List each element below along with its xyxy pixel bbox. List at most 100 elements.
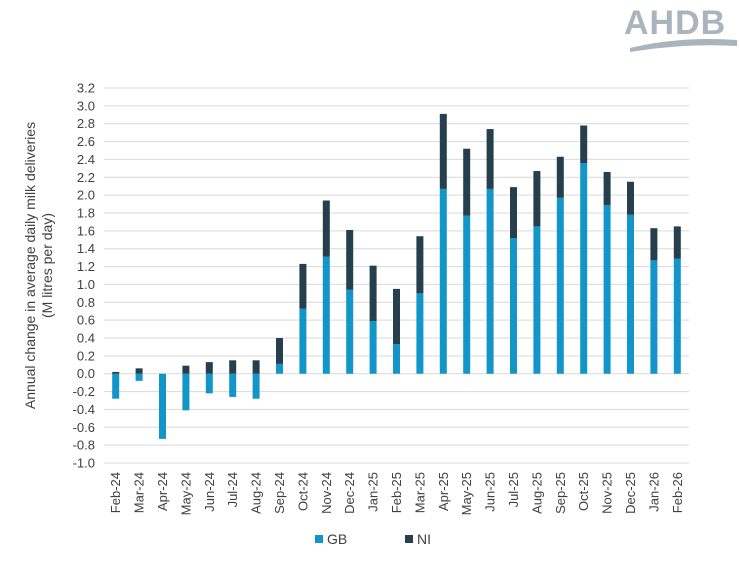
x-tick-label: Nov-25 bbox=[600, 472, 615, 514]
y-tick-label: 0.8 bbox=[77, 295, 95, 310]
bar-gb bbox=[580, 163, 588, 374]
bar-ni bbox=[182, 365, 190, 374]
legend-label-ni: NI bbox=[417, 531, 431, 547]
x-tick-label: Oct-24 bbox=[295, 472, 310, 511]
x-tick-label: Feb-24 bbox=[108, 472, 123, 513]
x-tick-label: Dec-24 bbox=[342, 472, 357, 514]
bar-ni bbox=[205, 362, 213, 374]
x-tick-label: Mar-25 bbox=[412, 472, 427, 513]
x-tick-label: Jan-26 bbox=[646, 472, 661, 512]
y-tick-label: 0.0 bbox=[77, 366, 95, 381]
y-tick-label: 1.8 bbox=[77, 206, 95, 221]
bar-gb bbox=[159, 373, 166, 439]
bar-gb bbox=[299, 308, 307, 374]
y-tick-label: 2.4 bbox=[77, 152, 95, 167]
x-tick-label: Aug-25 bbox=[529, 472, 544, 514]
x-tick-label: Sep-24 bbox=[272, 472, 287, 514]
bar-gb bbox=[533, 226, 541, 374]
legend-swatch-gb bbox=[315, 535, 323, 543]
bar-gb bbox=[439, 188, 447, 374]
x-tick-label: Jul-25 bbox=[506, 472, 521, 507]
bar-ni bbox=[276, 338, 283, 364]
y-tick-label: -0.2 bbox=[73, 384, 95, 399]
bar-ni bbox=[299, 263, 307, 309]
bar-ni bbox=[463, 148, 471, 216]
bar-ni bbox=[533, 171, 541, 227]
logo-swoosh bbox=[630, 39, 737, 52]
bar-gb bbox=[205, 373, 213, 394]
bar-ni bbox=[673, 226, 681, 259]
y-tick-label: 2.2 bbox=[77, 170, 95, 185]
x-tick-label: Dec-25 bbox=[623, 472, 638, 514]
y-tick-label: 3.0 bbox=[77, 98, 95, 113]
x-tick-label: Sep-25 bbox=[553, 472, 568, 514]
bar-gb bbox=[486, 188, 494, 374]
bar-gb bbox=[416, 293, 424, 374]
x-tick-label: Apr-24 bbox=[155, 472, 170, 511]
bar-ni bbox=[252, 360, 260, 374]
bar-gb bbox=[322, 256, 330, 374]
bar-ni bbox=[135, 368, 143, 374]
y-tick-label: 3.2 bbox=[77, 81, 95, 96]
y-tick-label: -0.6 bbox=[73, 420, 95, 435]
bar-ni bbox=[416, 236, 424, 294]
x-tick-label: Feb-26 bbox=[670, 472, 685, 513]
bar-gb bbox=[556, 197, 564, 374]
legend-swatch-ni bbox=[405, 535, 413, 543]
bar-ni bbox=[510, 187, 517, 238]
x-tick-label: Oct-25 bbox=[576, 472, 591, 511]
bar-gb bbox=[673, 258, 681, 374]
bar-ni bbox=[369, 265, 377, 322]
x-tick-label: Jun-24 bbox=[202, 472, 217, 512]
y-tick-label: -0.4 bbox=[73, 402, 95, 417]
bar-gb bbox=[182, 373, 190, 411]
bar-gb bbox=[510, 238, 517, 374]
y-tick-label: -0.8 bbox=[73, 438, 95, 453]
y-tick-label: 1.2 bbox=[77, 259, 95, 274]
x-tick-label: Mar-24 bbox=[132, 472, 147, 513]
y-tick-label: -1.0 bbox=[73, 456, 95, 471]
y-tick-label: 2.8 bbox=[77, 116, 95, 131]
logo-text: AHDB bbox=[624, 4, 726, 42]
x-tick-label: Apr-25 bbox=[436, 472, 451, 511]
y-tick-label: 2.6 bbox=[77, 134, 95, 149]
x-tick-label: Jul-24 bbox=[225, 472, 240, 507]
legend-label-gb: GB bbox=[327, 531, 347, 547]
bar-ni bbox=[322, 200, 330, 257]
bar-gb bbox=[369, 321, 377, 374]
x-tick-label: Jan-25 bbox=[366, 472, 381, 512]
bar-ni bbox=[650, 228, 658, 261]
bar-gb bbox=[252, 373, 260, 399]
bar-ni bbox=[393, 288, 400, 345]
bar-ni bbox=[556, 156, 564, 198]
y-tick-label: 1.4 bbox=[77, 241, 95, 256]
x-tick-label: Nov-24 bbox=[319, 472, 334, 514]
x-tick-label: Aug-24 bbox=[249, 472, 264, 514]
bar-ni bbox=[439, 113, 447, 189]
x-tick-label: May-24 bbox=[178, 472, 193, 515]
bar-gb bbox=[603, 204, 611, 374]
bar-ni bbox=[112, 371, 120, 374]
bar-ni bbox=[346, 229, 354, 290]
x-tick-label: Jun-25 bbox=[483, 472, 498, 512]
bar-gb bbox=[112, 373, 120, 399]
x-tick-label: Feb-25 bbox=[389, 472, 404, 513]
ahdb-logo: AHDB bbox=[624, 4, 737, 52]
bar-gb bbox=[276, 363, 283, 374]
y-tick-label: 2.0 bbox=[77, 188, 95, 203]
bar-gb bbox=[393, 344, 400, 374]
y-tick-label: 1.6 bbox=[77, 223, 95, 238]
bar-ni bbox=[486, 129, 494, 189]
y-tick-label: 0.2 bbox=[77, 348, 95, 363]
y-tick-label: 0.4 bbox=[77, 331, 95, 346]
y-tick-label: 1.0 bbox=[77, 277, 95, 292]
bar-gb bbox=[229, 373, 237, 397]
x-tick-label: May-25 bbox=[459, 472, 474, 515]
bar-gb bbox=[463, 215, 471, 374]
bar-gb bbox=[650, 260, 658, 374]
bar-ni bbox=[580, 125, 588, 163]
bar-ni bbox=[627, 181, 634, 215]
bar-ni bbox=[229, 360, 237, 374]
bar-ni bbox=[603, 171, 611, 205]
